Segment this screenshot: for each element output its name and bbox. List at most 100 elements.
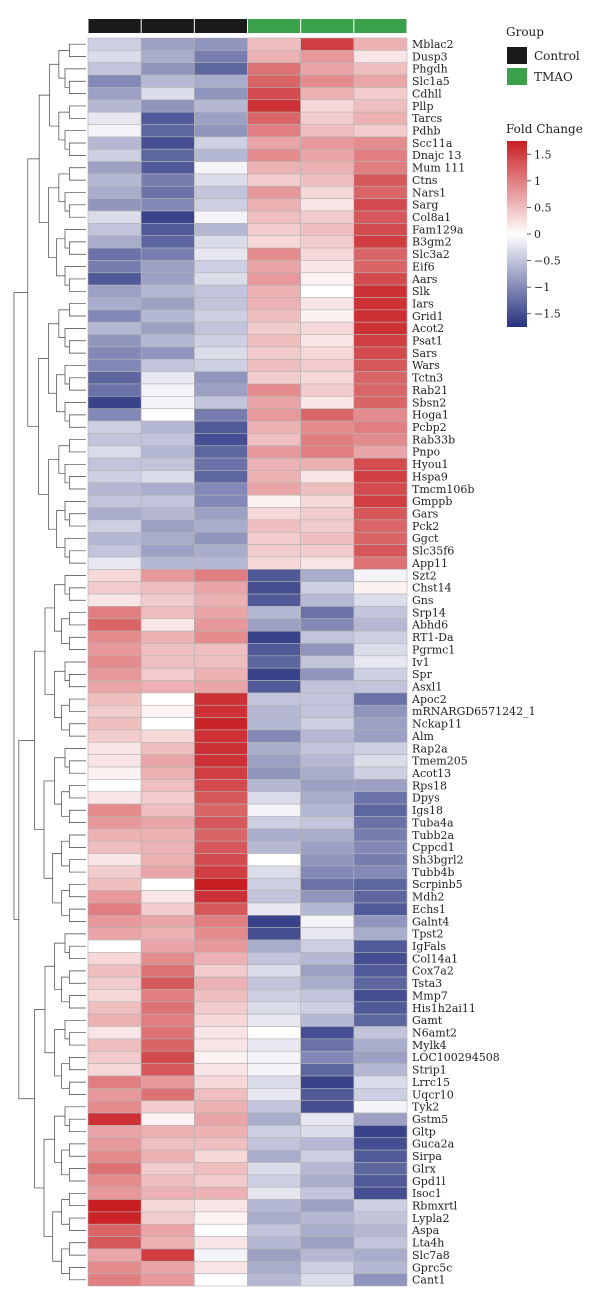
heatmap-cell [247,37,301,51]
dendrogram-branch [64,266,86,286]
heatmap-cell [87,383,142,397]
heatmap-cell [140,346,195,360]
heatmap-cell [87,779,142,793]
heatmap-cell [300,927,355,941]
heatmap-cell [194,494,248,508]
heatmap-cell [194,816,248,830]
gene-label: Rbmxrtl [412,1199,458,1212]
heatmap-cell [194,1260,248,1274]
heatmap-cell [353,284,408,298]
heatmap-cell [194,87,248,101]
heatmap-cell [194,803,248,817]
heatmap-cell [87,272,142,286]
heatmap-cell [247,1050,301,1064]
heatmap-cell [140,593,195,607]
heatmap-cell [194,235,248,249]
heatmap-cell [300,309,355,323]
heatmap-cell [247,260,301,274]
heatmap-cells [87,37,408,1287]
dendrogram-branch [58,309,70,338]
heatmap-cell [300,803,355,817]
dendrogram-branch [56,374,65,413]
dendrogram-branch [69,809,86,823]
heatmap-cell [87,1162,142,1176]
heatmap-cell [87,581,142,595]
heatmap-cell [87,1026,142,1040]
gene-label: Sirpa [412,1150,442,1163]
gene-label: Lrrc15 [412,1076,450,1089]
heatmap-cell [194,62,248,76]
heatmap-cell [194,643,248,657]
heatmap-cell [194,1236,248,1250]
heatmap-cell [300,284,355,298]
heatmap-cell [140,630,195,644]
heatmap-cell [300,531,355,545]
dendrogram-branch [69,142,86,156]
heatmap-cell [353,1223,408,1237]
heatmap-cell [353,1075,408,1089]
group-bar-cell [248,19,301,33]
heatmap-cell [353,50,408,64]
heatmap-cell [300,148,355,162]
heatmap-cell [353,952,408,966]
heatmap-cell [247,803,301,817]
heatmap-cell [300,1050,355,1064]
heatmap-cell [300,1236,355,1250]
heatmap-cell [87,877,142,891]
heatmap-cell [194,729,248,743]
heatmap-cell [247,507,301,521]
heatmap-cell [300,50,355,64]
heatmap-cell [194,37,248,51]
gene-label: Dusp3 [412,50,448,63]
heatmap-cell [247,865,301,879]
heatmap-cell [194,420,248,434]
heatmap-cell [353,915,408,928]
heatmap-cell [300,630,355,644]
dendrogram-branch [69,723,86,737]
heatmap-cell [87,433,142,447]
heatmap-cell [194,1112,248,1126]
heatmap-cell [300,1211,355,1225]
heatmap-cell [140,569,195,582]
heatmap-cell [300,1199,355,1213]
dendrogram-branch [69,241,86,255]
heatmap-cell [87,1087,142,1101]
group-bar-cell [141,19,194,33]
gene-label: Tyk2 [412,1101,439,1114]
heatmap-cell [300,569,355,582]
heatmap-cell [300,161,355,175]
dendrogram-branch [69,167,86,181]
heatmap-cell [353,1100,408,1114]
heatmap-cell [353,803,408,817]
heatmap-cell [247,704,301,718]
heatmap-cell [353,210,408,224]
heatmap-cell [194,667,248,681]
heatmap-cell [300,346,355,360]
heatmap-cell [300,618,355,632]
heatmap-cell [353,161,408,175]
heatmap-cell [353,692,408,706]
heatmap-cell [353,976,408,990]
heatmap-cell [87,692,142,706]
dendrogram-branch [64,229,86,249]
heatmap-cell [87,939,142,953]
gene-label: Mblac2 [412,38,454,51]
heatmap-cell [87,284,142,298]
heatmap-cell [247,1236,301,1250]
heatmap-cell [353,766,408,780]
gene-label: Glrx [412,1162,437,1175]
heatmap-cell [353,593,408,607]
heatmap-cell [140,111,195,125]
heatmap-cell [247,309,301,323]
dendrogram-branch [69,1217,86,1231]
dendrogram-branch [69,785,86,799]
heatmap-cell [300,198,355,212]
dendrogram-branch [69,970,86,984]
heatmap-cell [353,334,408,348]
dendrogram-branch [52,1211,62,1262]
gene-label: Cox7a2 [412,965,454,978]
dendrogram-branch [69,340,86,354]
heatmap-cell [247,1087,301,1101]
heatmap-cell [140,136,195,150]
heatmap-cell [300,606,355,620]
